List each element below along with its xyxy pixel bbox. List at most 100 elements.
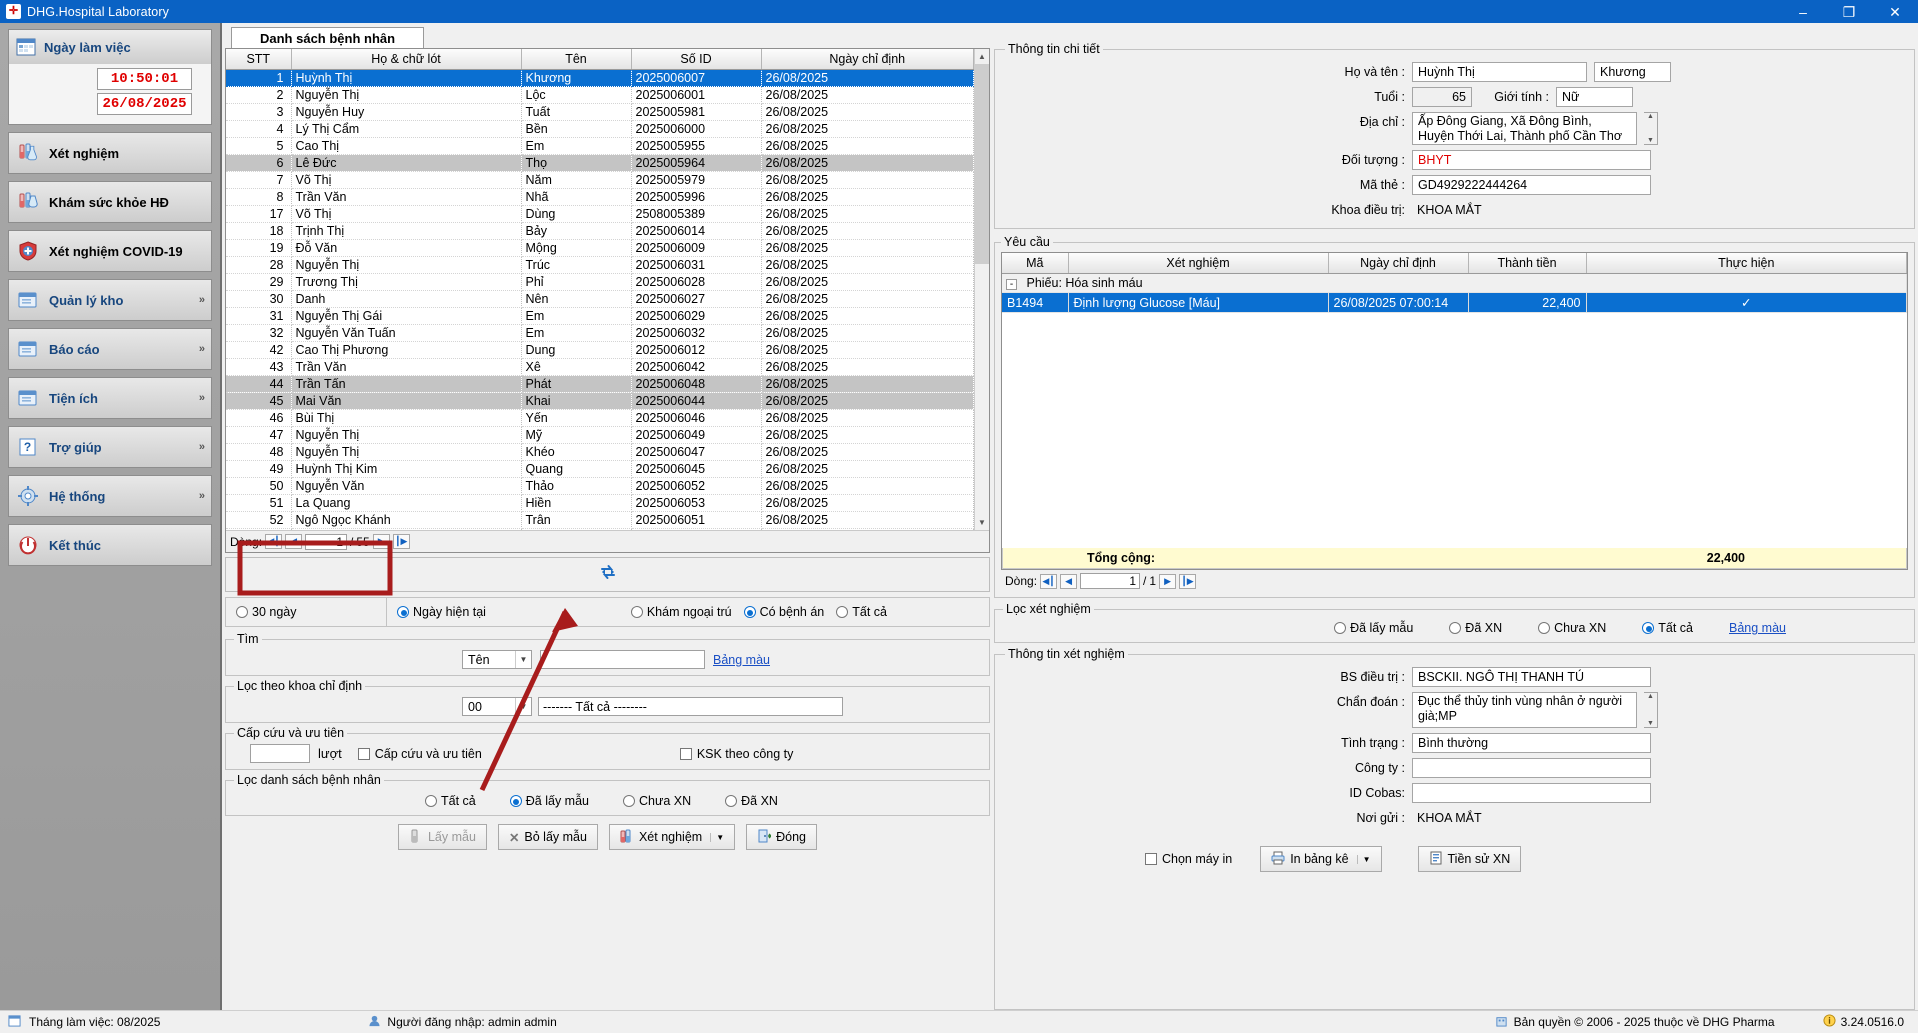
xet-nghiem-button[interactable]: Xét nghiệm ▼ [608,824,736,850]
field-value-diachi[interactable]: Ấp Đông Giang, Xã Đông Bình, Huyện Thới … [1412,112,1637,145]
sidebar-item-quan-ly-kho[interactable]: Quản lý kho » [8,279,212,321]
table-row[interactable]: 5 Cao Thị Em 2025005955 26/08/2025 [226,137,974,155]
table-row[interactable]: 3 Nguyễn Huy Tuất 2025005981 26/08/2025 [226,103,974,121]
scrollbar-thumb[interactable] [975,64,989,264]
sidebar-item-he-thong[interactable]: Hệ thống » [8,475,212,517]
field-value-mathe[interactable]: GD4929222444264 [1412,175,1651,195]
table-row[interactable]: 49 Huỳnh Thị Kim Quang 2025006045 26/08/2025 [226,460,974,478]
chevron-down-icon[interactable]: ▼ [710,832,724,842]
radio-circle[interactable] [1449,622,1462,634]
nav-current-input[interactable]: 1 [305,533,348,550]
field-value-tinhtrang[interactable]: Bình thường [1412,733,1651,753]
color-table-link[interactable]: Bảng màu [713,652,770,667]
sidebar-item-tro-giup[interactable]: ? Trợ giúp » [8,426,212,468]
radio-circle[interactable] [1642,622,1655,634]
table-row[interactable]: 42 Cao Thị Phương Dung 2025006012 26/08/2025 [226,341,974,359]
nav-current-input[interactable]: 1 [1080,573,1141,589]
radio-tat-ca-visit[interactable]: Tất cả [836,605,887,619]
scroll-up-icon[interactable]: ▲ [975,49,989,64]
radio-tf-da-xn[interactable]: Đã XN [1449,621,1502,635]
table-row[interactable]: 52 Ngô Ngọc Khánh Trân 2025006051 26/08/2025 [226,511,974,529]
tien-su-xn-button[interactable]: Tiền sử XN [1417,846,1522,872]
checkbox-box[interactable] [679,747,692,760]
diachi-scrollbar[interactable]: ▲ ▼ [1644,112,1658,145]
nav-last-button[interactable]: ┃▶ [1179,573,1197,589]
radio-circle[interactable] [1334,622,1347,634]
priority-count-input[interactable] [250,744,310,763]
table-row[interactable]: 2 Nguyễn Thị Lộc 2025006001 26/08/2025 [226,86,974,104]
radio-tf-chua-xn[interactable]: Chưa XN [1538,621,1606,635]
radio-circle[interactable] [236,606,248,618]
table-row[interactable]: 17 Võ Thị Dùng 2508005389 26/08/2025 [226,205,974,223]
field-value-noigui[interactable]: KHOA MẮT [1417,811,1482,825]
radio-30-ngay[interactable]: 30 ngày [236,605,296,619]
radio-tf-tat-ca[interactable]: Tất cả [1642,621,1693,635]
tab-danh-sach-benh-nhan[interactable]: Danh sách bệnh nhân [231,27,425,49]
chevron-down-icon[interactable]: » [198,392,205,404]
table-row[interactable]: 18 Trịnh Thị Bảy 2025006014 26/08/2025 [226,222,974,240]
field-value-ho[interactable]: Huỳnh Thị [1412,62,1587,82]
table-row[interactable]: 43 Trần Văn Xê 2025006042 26/08/2025 [226,358,974,376]
table-row[interactable]: 53Châu Thị ThúyHuyền202500602626/08/2025 [226,528,974,530]
dept-code-select[interactable]: 00 ▼ [462,697,532,716]
chevron-down-icon[interactable]: » [198,294,205,306]
checkbox-chon-may-in[interactable]: Chọn máy in [1145,852,1232,866]
radio-co-benh-an[interactable]: Có bệnh án [743,605,824,619]
scrollbar-track[interactable] [975,264,989,515]
radio-circle[interactable] [630,606,643,618]
in-bang-ke-button[interactable]: In bảng kê ▼ [1260,846,1382,872]
scroll-down-icon[interactable]: ▼ [975,515,989,530]
field-value-bsdieutri[interactable]: BSCKII. NGÔ THỊ THANH TÚ [1412,667,1651,687]
nav-next-button[interactable]: ▶ [1159,573,1177,589]
chevron-down-icon[interactable]: » [198,343,205,355]
column-header-ma[interactable]: Mã [1002,253,1069,274]
radio-circle[interactable] [397,606,409,618]
table-row[interactable]: B1494 Định lượng Glucose [Máu] 26/08/202… [1002,292,1907,313]
radio-circle[interactable] [623,795,635,807]
radio-da-lay-mau[interactable]: Đã lấy mẫu [509,794,589,808]
request-group-row[interactable]: - Phiếu: Hóa sinh máu [1002,273,1907,293]
checkbox-cap-cuu-uu-tien[interactable]: Cấp cứu và ưu tiên [357,747,482,761]
table-row[interactable]: 45 Mai Văn Khai 2025006044 26/08/2025 [226,392,974,410]
field-value-gioitinh[interactable]: Nữ [1556,87,1633,107]
table-row[interactable]: 4 Lý Thị Cẩm Bền 2025006000 26/08/2025 [226,120,974,138]
column-header-soid[interactable]: Số ID [631,49,762,70]
sidebar-item-bao-cao[interactable]: Báo cáo » [8,328,212,370]
scroll-down-icon[interactable]: ▼ [1647,137,1654,144]
table-row[interactable]: 46 Bùi Thị Yến 2025006046 26/08/2025 [226,409,974,427]
checkbox-box[interactable] [357,747,370,760]
chevron-down-icon[interactable]: » [198,441,205,453]
column-header-stt[interactable]: STT [226,49,292,70]
radio-da-xn[interactable]: Đã XN [725,794,778,808]
refresh-bar[interactable] [225,557,990,592]
maximize-button[interactable]: ❐ [1842,3,1856,20]
table-row[interactable]: 8 Trần Văn Nhã 2025005996 26/08/2025 [226,188,974,206]
chevron-down-icon[interactable]: » [198,490,205,502]
table-row[interactable]: 29 Trương Thị Phỉ 2025006028 26/08/2025 [226,273,974,291]
dong-button[interactable]: Đóng [746,824,817,850]
table-row[interactable]: 30 Danh Nên 2025006027 26/08/2025 [226,290,974,308]
field-value-congty[interactable] [1412,758,1651,778]
chevron-down-icon[interactable]: ▼ [1356,854,1371,864]
field-value-doituong[interactable]: BHYT [1412,150,1651,170]
column-header-ho[interactable]: Họ & chữ lót [291,49,522,70]
refresh-icon[interactable] [598,562,618,588]
nav-prev-button[interactable]: ◀ [285,534,303,549]
table-row[interactable]: 19 Đỗ Văn Mộng 2025006009 26/08/2025 [226,239,974,257]
column-header-xetnghiem[interactable]: Xét nghiệm [1068,253,1329,274]
radio-ngay-hien-tai[interactable]: Ngày hiện tại [397,605,486,619]
nav-first-button[interactable]: ◀┃ [1040,573,1058,589]
patient-grid-scroll[interactable]: STT Họ & chữ lót Tên Số ID Ngày chỉ định… [226,49,974,530]
dept-name-input[interactable]: ------- Tất cả -------- [538,697,843,716]
column-header-ngaychidinh[interactable]: Ngày chỉ định [1328,253,1469,274]
radio-circle[interactable] [743,606,756,618]
field-value-tuoi[interactable]: 65 [1412,87,1472,107]
sidebar-item-tien-ich[interactable]: Tiện ích » [8,377,212,419]
lay-mau-button[interactable]: Lấy mẫu [397,824,487,850]
radio-circle[interactable] [425,795,438,807]
table-row[interactable]: 1 Huỳnh Thị Khương 2025006007 26/08/2025 [226,69,974,87]
column-header-thuchien[interactable]: Thực hiện [1586,253,1907,274]
table-row[interactable]: 28 Nguyễn Thị Trúc 2025006031 26/08/2025 [226,256,974,274]
search-field-select[interactable]: Tên ▼ [462,650,532,669]
checkbox-box[interactable] [1145,853,1157,865]
